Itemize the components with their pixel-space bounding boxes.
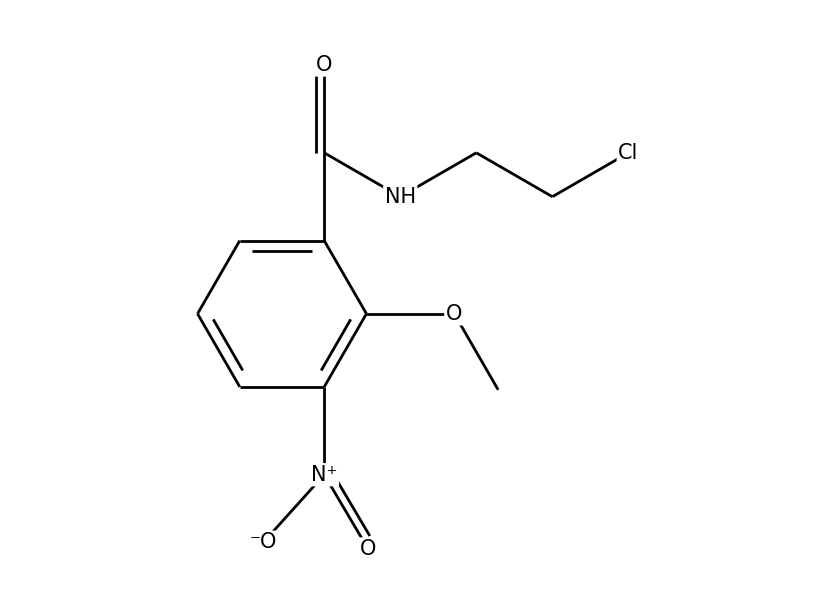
Text: O: O [316, 55, 332, 75]
Text: O: O [360, 539, 377, 559]
Text: ⁻O: ⁻O [249, 532, 277, 552]
Text: NH: NH [385, 187, 415, 207]
Text: O: O [446, 304, 463, 324]
Text: N⁺: N⁺ [311, 465, 338, 484]
Text: Cl: Cl [619, 143, 638, 163]
